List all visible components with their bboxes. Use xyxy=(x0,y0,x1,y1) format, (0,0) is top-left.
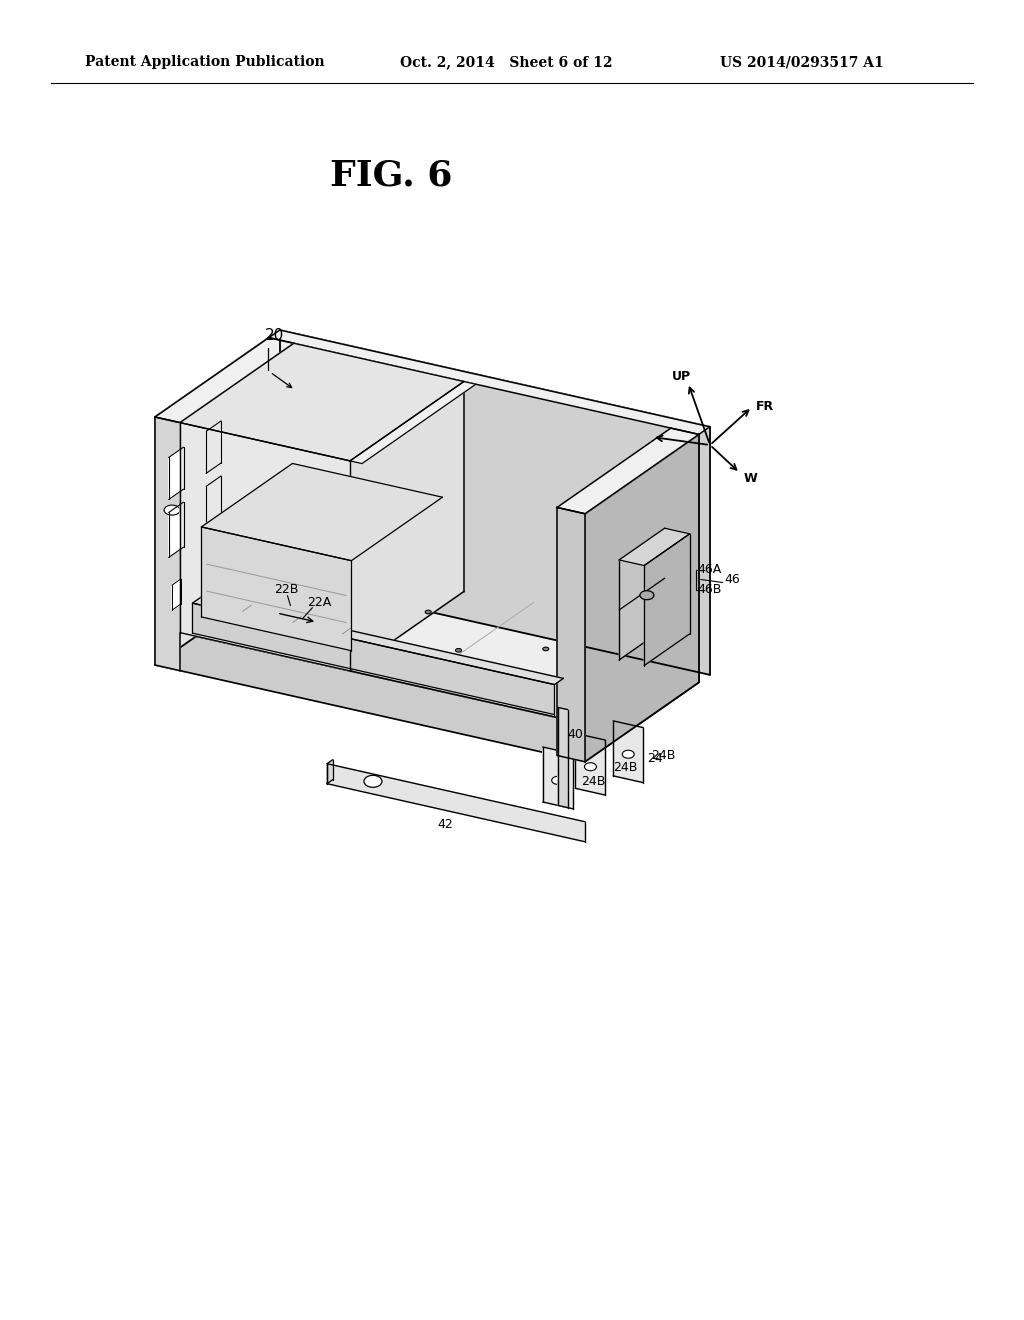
Text: 46: 46 xyxy=(725,573,740,586)
Ellipse shape xyxy=(585,763,596,771)
Text: UP: UP xyxy=(672,371,691,384)
Text: 40: 40 xyxy=(567,729,584,742)
Ellipse shape xyxy=(623,750,634,758)
Polygon shape xyxy=(269,330,710,434)
Ellipse shape xyxy=(456,648,462,652)
Ellipse shape xyxy=(232,384,249,393)
Polygon shape xyxy=(350,381,464,671)
Polygon shape xyxy=(644,533,690,665)
Polygon shape xyxy=(202,527,351,651)
Polygon shape xyxy=(620,528,665,660)
Text: FR: FR xyxy=(756,400,774,413)
Polygon shape xyxy=(557,507,585,762)
Text: W: W xyxy=(744,473,758,486)
Polygon shape xyxy=(180,343,464,461)
Polygon shape xyxy=(558,708,567,808)
Ellipse shape xyxy=(543,647,549,651)
Text: 22B: 22B xyxy=(274,582,299,595)
Text: US 2014/0293517 A1: US 2014/0293517 A1 xyxy=(720,55,884,69)
Text: 24B: 24B xyxy=(581,775,605,788)
Text: 46A: 46A xyxy=(697,562,722,576)
Ellipse shape xyxy=(552,776,563,784)
Polygon shape xyxy=(155,338,294,422)
Polygon shape xyxy=(180,422,350,671)
Polygon shape xyxy=(350,381,476,463)
Polygon shape xyxy=(557,428,698,513)
Polygon shape xyxy=(327,764,585,842)
Ellipse shape xyxy=(425,610,431,614)
Polygon shape xyxy=(155,417,180,671)
Polygon shape xyxy=(155,548,698,723)
Text: 46B: 46B xyxy=(697,582,722,595)
Polygon shape xyxy=(575,734,605,795)
Text: 20: 20 xyxy=(265,327,285,342)
Text: 24B: 24B xyxy=(651,748,676,762)
Polygon shape xyxy=(218,548,226,578)
Polygon shape xyxy=(169,502,183,557)
Ellipse shape xyxy=(164,506,180,515)
Polygon shape xyxy=(543,747,572,809)
Polygon shape xyxy=(193,603,554,714)
Text: Patent Application Publication: Patent Application Publication xyxy=(85,55,325,69)
Polygon shape xyxy=(620,528,690,565)
Polygon shape xyxy=(193,597,563,685)
Polygon shape xyxy=(172,579,181,610)
Polygon shape xyxy=(585,644,698,762)
Polygon shape xyxy=(155,627,585,762)
Ellipse shape xyxy=(640,591,654,599)
Polygon shape xyxy=(327,759,333,784)
Text: Oct. 2, 2014   Sheet 6 of 12: Oct. 2, 2014 Sheet 6 of 12 xyxy=(400,55,612,69)
Text: 42: 42 xyxy=(437,818,454,830)
Text: 24B: 24B xyxy=(613,762,638,775)
Text: 22A: 22A xyxy=(307,595,332,609)
Text: 24: 24 xyxy=(647,752,664,766)
Polygon shape xyxy=(585,434,698,762)
Polygon shape xyxy=(206,421,221,474)
Text: FIG. 6: FIG. 6 xyxy=(330,158,453,191)
Polygon shape xyxy=(269,548,698,682)
Polygon shape xyxy=(169,447,183,499)
Ellipse shape xyxy=(364,775,382,787)
Polygon shape xyxy=(155,338,269,665)
Polygon shape xyxy=(206,477,221,531)
Polygon shape xyxy=(280,330,710,675)
Polygon shape xyxy=(202,463,442,561)
Polygon shape xyxy=(613,721,643,783)
